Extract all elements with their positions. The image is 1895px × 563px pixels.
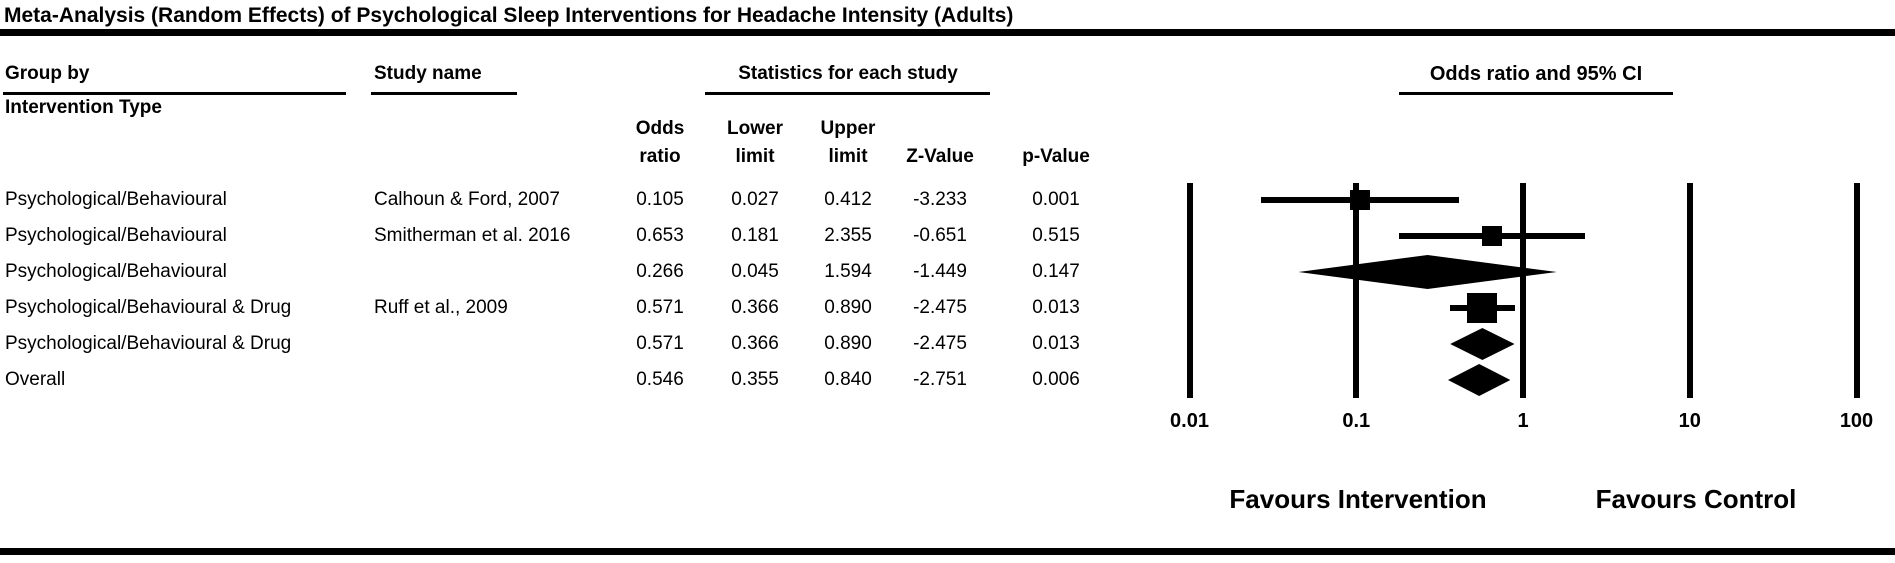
cell-p-value: 0.013 <box>1032 297 1080 318</box>
cell-intervention-type: Overall <box>5 369 66 390</box>
summary-diamond-marker <box>1450 328 1515 360</box>
header-group-by: Group by <box>5 63 90 84</box>
axis-gridline <box>1853 183 1860 398</box>
cell-p-value: 0.515 <box>1032 225 1080 246</box>
cell-z-value: -2.751 <box>913 369 967 390</box>
axis-tick-label: 1 <box>1517 410 1529 432</box>
axis-tick-label: 0.1 <box>1342 410 1371 432</box>
odds-ratio-square-marker <box>1482 226 1503 246</box>
axis-tick-label: 10 <box>1678 410 1701 432</box>
cell-odds-ratio: 0.653 <box>636 225 684 246</box>
cell-intervention-type: Psychological/Behavioural & Drug <box>5 297 292 318</box>
col-header-lower-limit: limit <box>735 146 775 167</box>
cell-z-value: -2.475 <box>913 333 967 354</box>
cell-p-value: 0.013 <box>1032 333 1080 354</box>
cell-upper-limit: 0.840 <box>824 369 872 390</box>
summary-diamond-marker <box>1448 364 1511 396</box>
col-header-lower: Lower <box>727 118 783 139</box>
cell-p-value: 0.001 <box>1032 189 1080 210</box>
cell-odds-ratio: 0.105 <box>636 189 684 210</box>
col-header-upper-limit: limit <box>828 146 868 167</box>
odds-ratio-square-marker <box>1467 293 1498 323</box>
cell-intervention-type: Psychological/Behavioural <box>5 225 227 246</box>
plot-title-underline <box>1399 92 1673 95</box>
cell-odds-ratio: 0.546 <box>636 369 684 390</box>
axis-gridline <box>1686 183 1693 398</box>
study-name-underline <box>371 92 517 95</box>
cell-p-value: 0.006 <box>1032 369 1080 390</box>
header-statistics: Statistics for each study <box>738 63 958 84</box>
cell-lower-limit: 0.027 <box>731 189 779 210</box>
table-row-subtotal: Psychological/Behavioural 0.266 0.045 1.… <box>0 259 1190 285</box>
table-row: Psychological/Behavioural Calhoun & Ford… <box>0 187 1190 213</box>
cell-upper-limit: 0.890 <box>824 333 872 354</box>
col-header-p-value: p-Value <box>1022 146 1090 167</box>
summary-diamond-marker <box>1298 255 1557 289</box>
cell-odds-ratio: 0.571 <box>636 333 684 354</box>
table-row: Psychological/Behavioural Smitherman et … <box>0 223 1190 249</box>
cell-z-value: -2.475 <box>913 297 967 318</box>
favours-intervention-label: Favours Intervention <box>1229 484 1487 514</box>
axis-gridline <box>1186 183 1193 398</box>
axis-gridline <box>1353 183 1360 398</box>
cell-z-value: -1.449 <box>913 261 967 282</box>
cell-lower-limit: 0.355 <box>731 369 779 390</box>
cell-intervention-type: Psychological/Behavioural & Drug <box>5 333 292 354</box>
table-row-overall: Overall 0.546 0.355 0.840 -2.751 0.006 <box>0 367 1190 393</box>
cell-study-name: Smitherman et al. 2016 <box>374 225 571 246</box>
statistics-underline <box>705 92 990 95</box>
bottom-divider-rule <box>0 548 1895 555</box>
cell-lower-limit: 0.366 <box>731 333 779 354</box>
cell-upper-limit: 0.890 <box>824 297 872 318</box>
figure-title: Meta-Analysis (Random Effects) of Psycho… <box>4 4 1014 27</box>
header-plot-title: Odds ratio and 95% CI <box>1429 63 1643 85</box>
odds-ratio-square-marker <box>1349 190 1370 210</box>
header-study-name: Study name <box>374 63 482 84</box>
cell-intervention-type: Psychological/Behavioural <box>5 189 227 210</box>
axis-gridline <box>1520 183 1526 398</box>
col-header-upper: Upper <box>820 118 876 139</box>
cell-lower-limit: 0.366 <box>731 297 779 318</box>
cell-p-value: 0.147 <box>1032 261 1080 282</box>
cell-study-name: Ruff et al., 2009 <box>374 297 508 318</box>
cell-z-value: -3.233 <box>913 189 967 210</box>
col-header-odds: Odds <box>635 118 685 139</box>
table-row: Psychological/Behavioural & Drug Ruff et… <box>0 295 1190 321</box>
cell-lower-limit: 0.045 <box>731 261 779 282</box>
cell-odds-ratio: 0.266 <box>636 261 684 282</box>
axis-tick-label: 100 <box>1839 410 1874 432</box>
cell-study-name: Calhoun & Ford, 2007 <box>374 189 560 210</box>
header-intervention-type: Intervention Type <box>5 97 162 118</box>
cell-z-value: -0.651 <box>913 225 967 246</box>
col-header-ratio: ratio <box>639 146 681 167</box>
col-header-z-value: Z-Value <box>906 146 974 167</box>
cell-upper-limit: 2.355 <box>824 225 872 246</box>
favours-control-label: Favours Control <box>1595 484 1797 514</box>
group-by-underline <box>3 92 346 95</box>
cell-intervention-type: Psychological/Behavioural <box>5 261 227 282</box>
cell-odds-ratio: 0.571 <box>636 297 684 318</box>
top-divider-rule <box>0 29 1895 36</box>
cell-upper-limit: 0.412 <box>824 189 872 210</box>
cell-upper-limit: 1.594 <box>824 261 872 282</box>
axis-tick-label: 0.01 <box>1170 410 1209 432</box>
table-row-subtotal: Psychological/Behavioural & Drug 0.571 0… <box>0 331 1190 357</box>
cell-lower-limit: 0.181 <box>731 225 779 246</box>
